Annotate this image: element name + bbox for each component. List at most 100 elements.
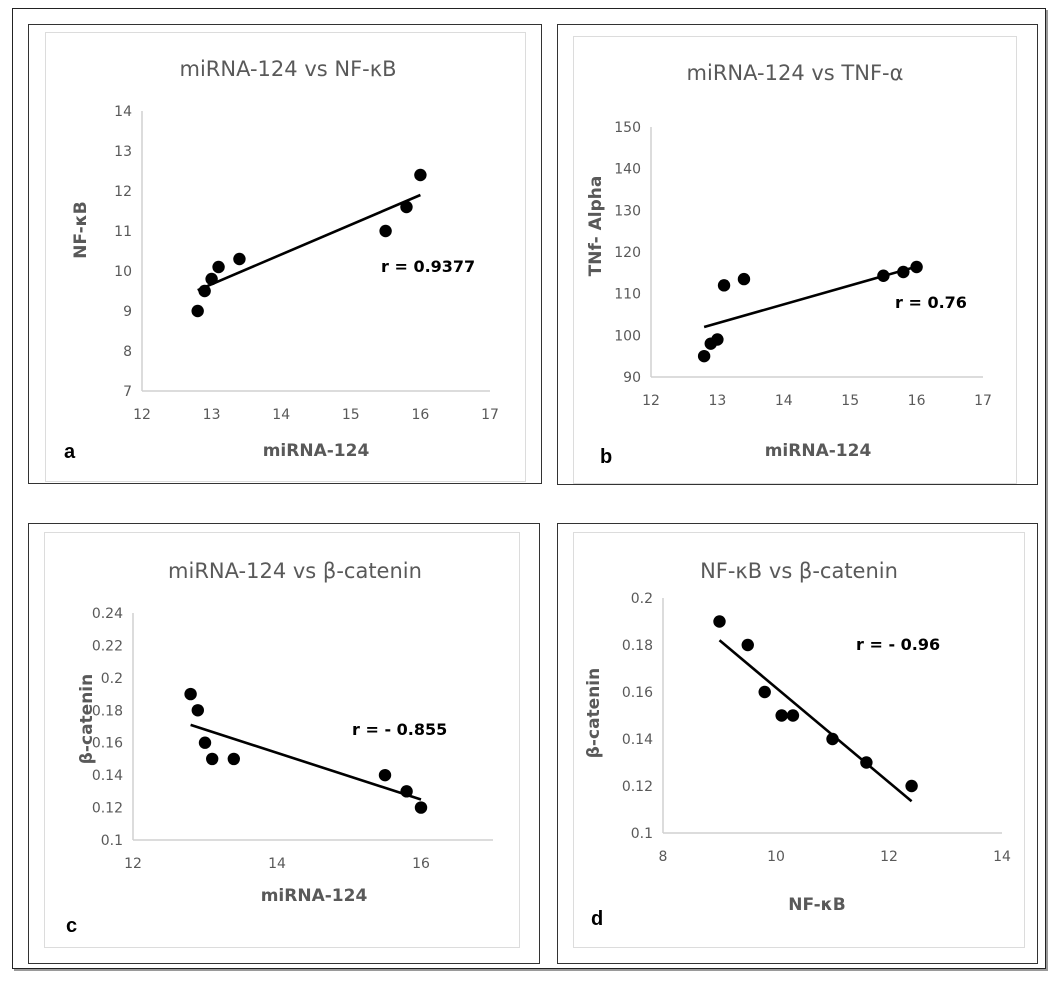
chart-b-data-point [711,333,724,346]
panel-a-label: a [64,441,76,463]
chart-a-data-point [212,260,225,274]
chart-a-plot: 12 13 14 15 16 17 7 8 9 10 11 12 13 14 [114,104,499,423]
chart-a-y-tick-label: 10 [114,264,132,280]
chart-c-y-tick-label: 0.1 [101,833,123,849]
chart-b-y-tick-label: 100 [614,328,641,344]
chart-c-y-tick-label: 0.12 [92,801,123,817]
chart-b-y-tick-label: 140 [614,162,641,178]
chart-b-data-point [910,260,923,274]
panel-a-chart-area [45,32,526,482]
chart-b-data-point [697,349,711,363]
chart-d-y-tick-label: 0.18 [622,638,653,654]
chart-c: miRNA-124 vs β-catenin miRNA-124 β-caten… [66,559,493,937]
chart-b-data-point [877,269,890,282]
chart-a-x-tick-label: 16 [411,407,429,423]
chart-a: miRNA-124 vs NF-κB miRNA-124 NF-κB r = 0… [64,57,499,463]
chart-a-y-tick-label: 11 [114,224,132,240]
chart-d-x-tick-label: 8 [659,849,668,865]
chart-a-y-tick-label: 13 [114,144,132,160]
chart-b-x-tick-label: 16 [908,393,926,409]
chart-c-title: miRNA-124 vs β-catenin [168,559,422,583]
chart-a-data-point [414,168,427,182]
chart-c-data-point [198,736,212,749]
chart-d-ylabel: β-catenin [584,668,604,758]
chart-c-x-tick-label: 16 [412,856,430,872]
chart-a-title: miRNA-124 vs NF-κB [179,57,396,81]
chart-b-r-annotation: r = 0.76 [895,293,967,312]
chart-a-x-tick-label: 13 [203,407,221,423]
chart-b-data-point [737,272,751,286]
chart-a-data-point [400,200,413,214]
chart-d-data-point [758,685,771,699]
chart-d-data-point [860,756,873,769]
chart-c-data-point [191,704,204,717]
chart-c-y-tick-label: 0.16 [92,736,123,752]
chart-b-x-tick-label: 13 [708,393,726,409]
chart-d-trendline [718,639,913,803]
chart-d-data-point [741,638,754,652]
chart-d-y-tick-label: 0.12 [622,779,653,795]
chart-a-data-point [191,304,204,318]
chart-b-x-tick-label: 12 [642,393,660,409]
chart-a-r-annotation: r = 0.9377 [381,257,475,276]
chart-c-x-tick-label: 12 [124,856,142,872]
chart-a-x-tick-label: 12 [133,407,151,423]
chart-b-ylabel: TNf- Alpha [586,176,606,277]
chart-c-y-tick-label: 0.24 [92,606,123,622]
chart-a-trendline [197,193,421,292]
panel-c-label: c [66,915,77,937]
chart-c-r-annotation: r = - 0.855 [352,720,447,739]
chart-c-y-tick-label: 0.2 [101,671,123,687]
chart-a-y-tick-label: 12 [114,184,132,200]
chart-d-x-tick-label: 12 [880,849,898,865]
chart-c-plot: 12 14 16 0.1 0.12 0.14 0.16 0.18 0.2 0.22 0.24 [92,606,493,872]
chart-d-x-tick-label: 14 [993,849,1011,865]
chart-c-data-point [378,768,392,782]
chart-a-xlabel: miRNA-124 [263,441,370,461]
chart-c-y-tick-label: 0.14 [92,768,123,784]
chart-c-data-point [400,785,413,798]
chart-b-y-tick-label: 120 [614,245,641,261]
chart-a-x-tick-label: 14 [272,407,290,423]
chart-a-ylabel: NF-κB [71,201,91,258]
chart-b-y-tick-label: 110 [614,287,641,303]
chart-a-y-tick-label: 8 [123,344,132,360]
panel-b-frame [557,24,1038,485]
chart-c-y-tick-label: 0.22 [92,638,123,654]
panel-b-chart-area [573,36,1017,484]
chart-d-xlabel: NF-κB [788,895,845,915]
panel-d-chart-area [573,532,1025,948]
chart-d-title: NF-κB vs β-catenin [700,559,898,583]
panel-c-chart-area [44,532,520,948]
chart-d-plot: 8 10 12 14 0.1 0.12 0.14 0.16 0.18 0.2 [622,591,1011,865]
chart-c-x-tick-label: 14 [268,856,286,872]
chart-b-x-tick-label: 14 [775,393,793,409]
chart-d-data-point [905,779,918,793]
chart-c-ylabel: β-catenin [77,674,97,764]
chart-b-x-tick-label: 17 [974,393,992,409]
chart-d-y-tick-label: 0.1 [631,826,653,842]
chart-b-plot: 12 13 14 15 16 17 90 100 110 120 130 140 150 [614,120,992,409]
chart-a-y-tick-label: 9 [123,304,132,320]
chart-c-data-point [184,687,197,701]
chart-b-y-tick-label: 130 [614,203,641,219]
chart-c-data-point [414,801,428,814]
chart-b-xlabel: miRNA-124 [765,441,872,461]
chart-c-xlabel: miRNA-124 [261,886,368,906]
chart-a-x-tick-label: 17 [481,407,499,423]
chart-d-data-point [775,709,788,722]
chart-a-data-point [379,224,392,238]
chart-b-title: miRNA-124 vs TNF-α [687,61,904,85]
chart-d-data-point [713,615,726,628]
chart-b-data-point [717,279,731,292]
chart-c-trendline [190,723,422,801]
chart-c-data-point [206,752,219,766]
chart-a-data-point [233,252,246,266]
chart-a-x-tick-label: 15 [342,407,360,423]
chart-a-y-tick-label: 7 [123,384,132,400]
chart-b-x-tick-label: 15 [841,393,859,409]
chart-d-y-tick-label: 0.14 [622,732,653,748]
chart-c-data-point [227,752,240,766]
chart-d-y-tick-label: 0.2 [631,591,653,607]
